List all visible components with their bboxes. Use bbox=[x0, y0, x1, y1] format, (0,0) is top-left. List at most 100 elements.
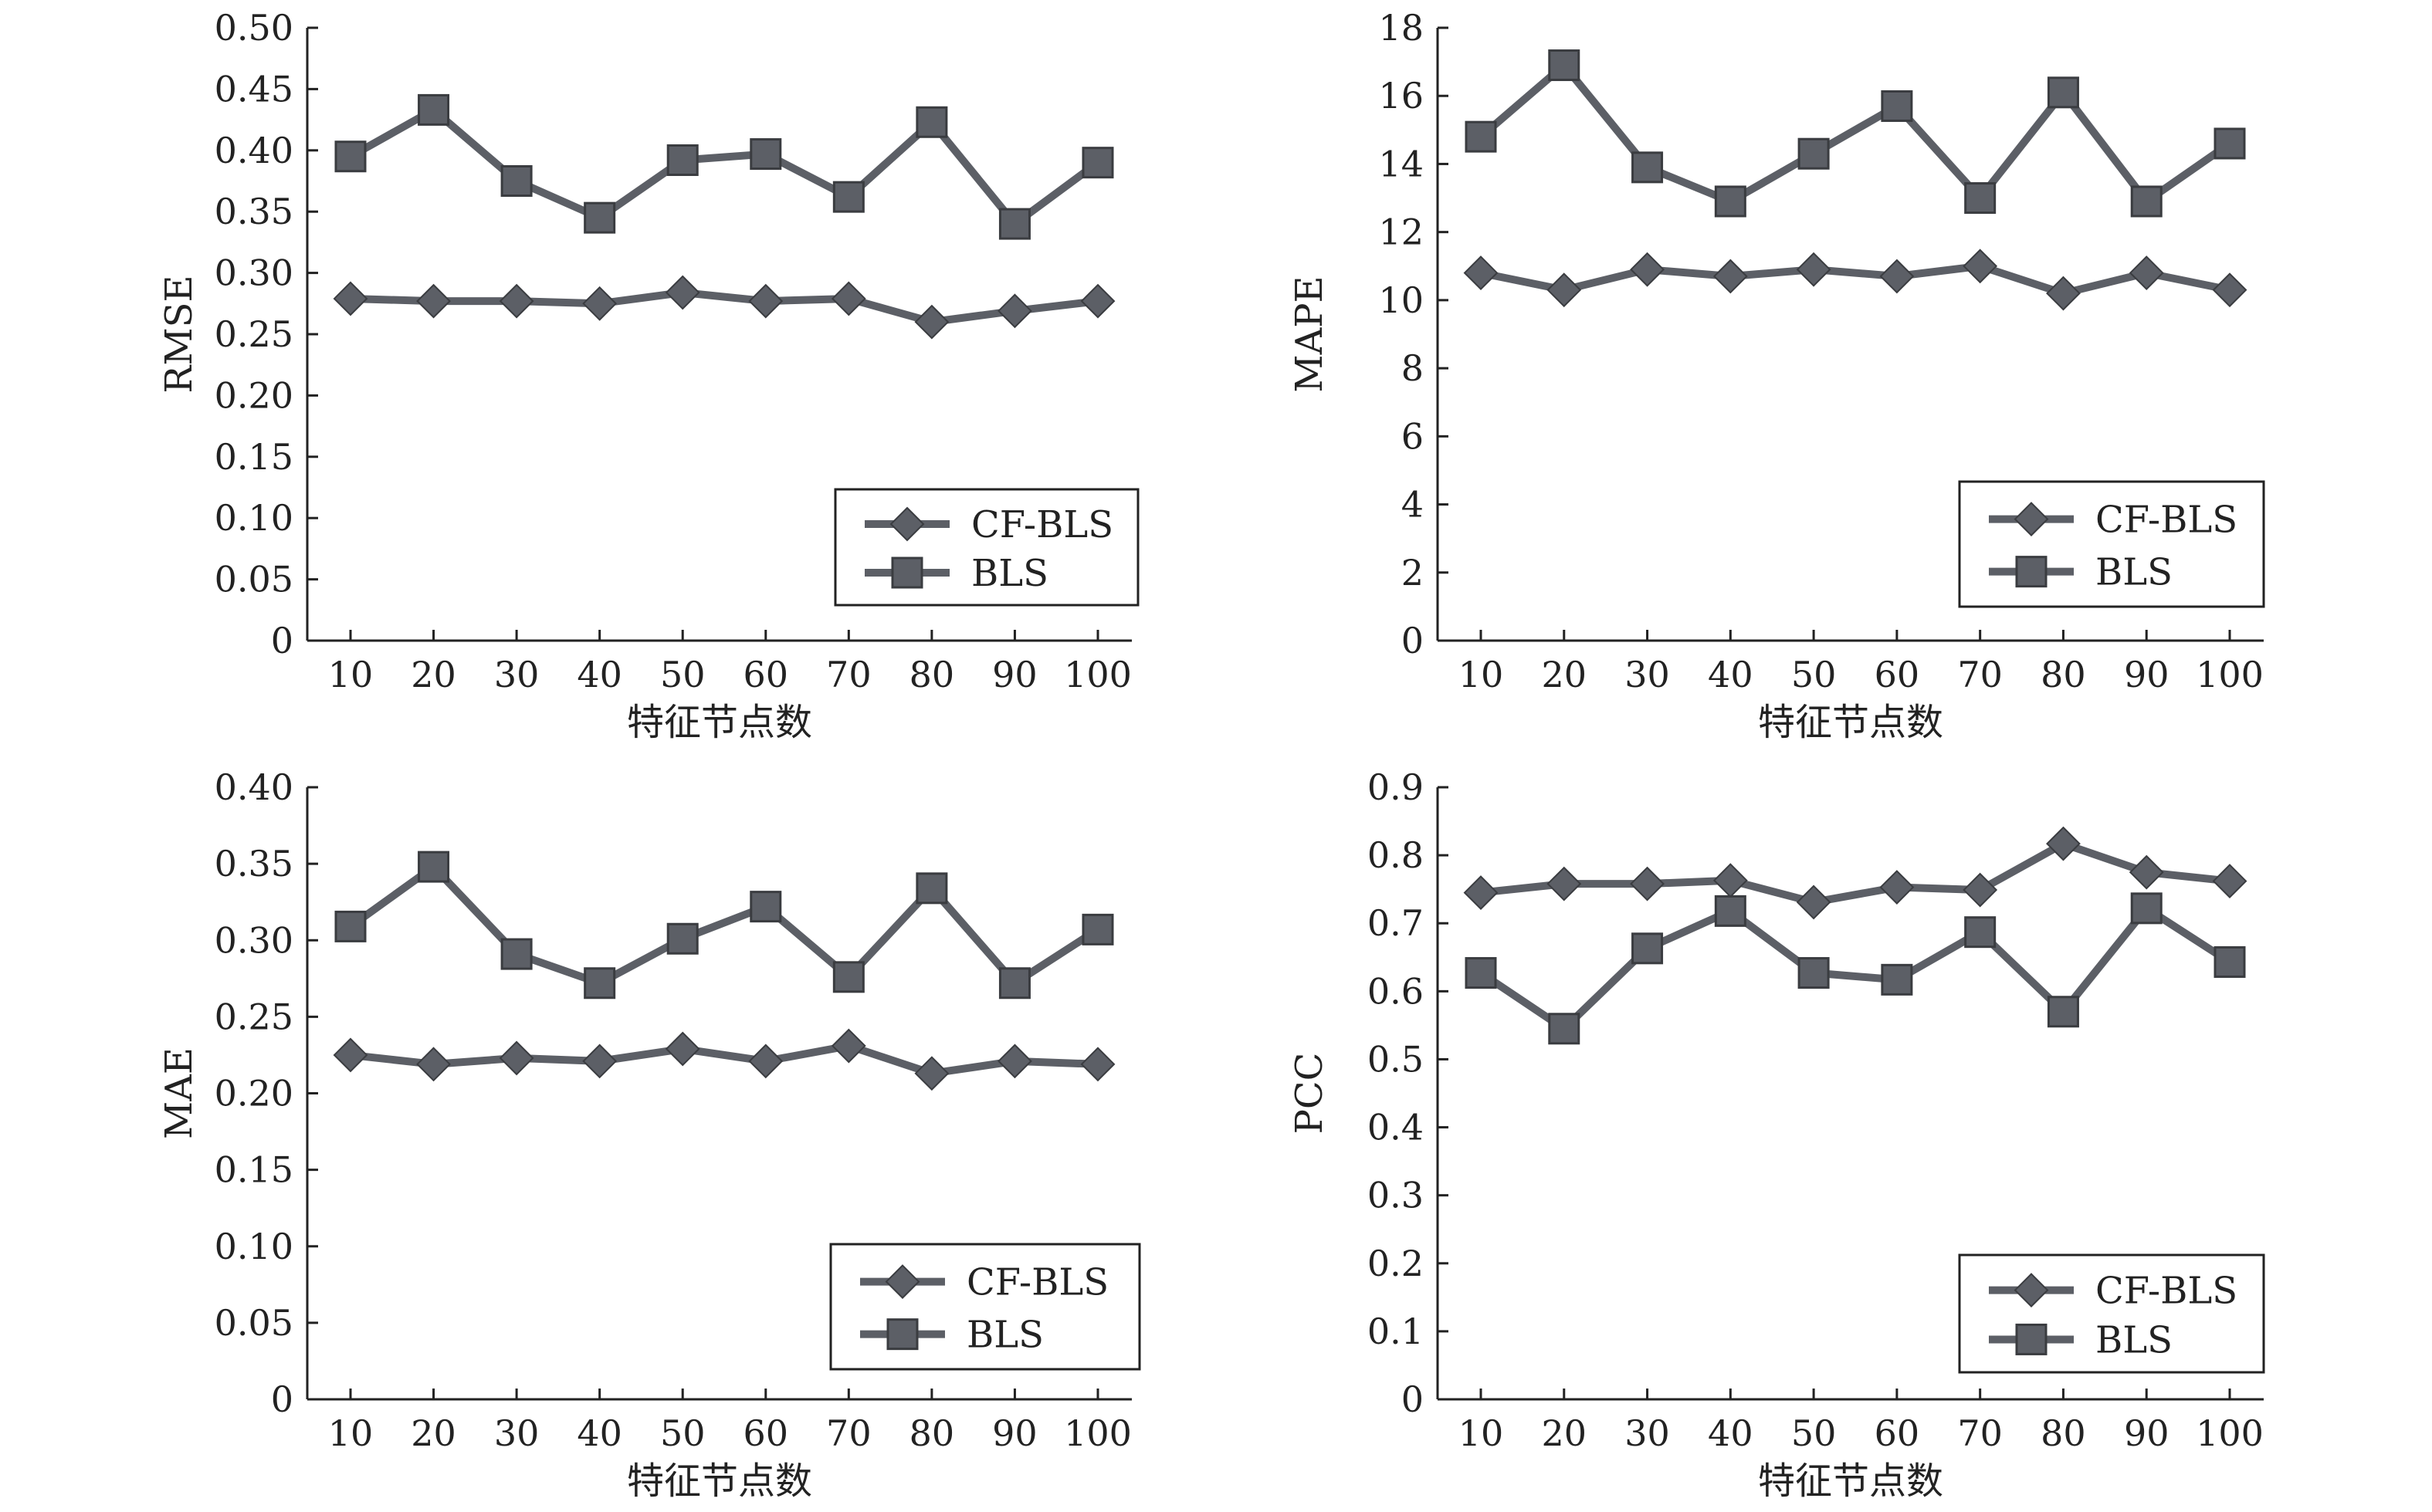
data-point-cf-bls bbox=[2129, 854, 2164, 890]
data-point-cf-bls bbox=[1963, 872, 1998, 908]
y-axis-label: MAPE bbox=[1288, 276, 1331, 392]
legend: CF-BLS BLS bbox=[829, 1243, 1141, 1371]
x-tick-label: 60 bbox=[1875, 654, 1920, 695]
legend-box bbox=[829, 1243, 1141, 1371]
chart-panel-rmse: 0 0.05 0.10 0.15 0.20 0.25 0.30 0.35 0.40 0.45 0.5… bbox=[158, 7, 1140, 744]
x-tick-label: 50 bbox=[1791, 654, 1837, 695]
x-tick-label: 80 bbox=[909, 1412, 955, 1454]
x-tick-label: 40 bbox=[1708, 1412, 1753, 1454]
data-point-bls bbox=[2130, 185, 2163, 218]
data-point-bls bbox=[666, 922, 699, 955]
x-tick-label: 80 bbox=[2041, 654, 2086, 695]
x-tick-label: 80 bbox=[2041, 1412, 2086, 1454]
data-point-bls bbox=[1881, 90, 1913, 122]
y-tick-label: 0.20 bbox=[215, 1073, 293, 1115]
x-tick-label: 20 bbox=[1542, 654, 1587, 695]
chart-panel-mae: 0 0.05 0.10 0.15 0.20 0.25 0.30 0.35 0.40 10 20 30 4… bbox=[158, 766, 1141, 1503]
data-point-bls bbox=[2214, 945, 2246, 978]
data-point-cf-bls bbox=[748, 283, 784, 319]
legend-label-bls: BLS bbox=[967, 1314, 1044, 1357]
data-point-cf-bls bbox=[1463, 875, 1499, 910]
data-point-cf-bls bbox=[1546, 272, 1582, 308]
y-tick-label: 0.7 bbox=[1367, 902, 1424, 944]
legend-label-cf-bls: CF-BLS bbox=[971, 503, 1113, 546]
y-tick-label: 0.8 bbox=[1367, 834, 1424, 876]
x-tick-label: 20 bbox=[1542, 1412, 1587, 1454]
data-point-cf-bls bbox=[416, 283, 451, 319]
data-point-cf-bls bbox=[333, 281, 368, 316]
x-tick-label: 100 bbox=[2196, 1412, 2264, 1454]
y-tick-label: 0 bbox=[1401, 1378, 1424, 1420]
data-point-bls bbox=[666, 144, 699, 177]
x-axis-label: 特征节点数 bbox=[1758, 701, 1943, 744]
y-tick-label: 0.1 bbox=[1367, 1311, 1424, 1352]
legend-box bbox=[834, 488, 1140, 607]
y-tick-label: 16 bbox=[1378, 75, 1424, 117]
y-tick-label: 8 bbox=[1401, 347, 1424, 389]
data-point-bls bbox=[334, 140, 367, 173]
x-tick-label: 90 bbox=[2124, 1412, 2169, 1454]
y-tick-label: 0.15 bbox=[215, 436, 293, 478]
y-tick-label: 10 bbox=[1378, 279, 1424, 321]
data-point-bls bbox=[2214, 127, 2246, 160]
series-line-bls bbox=[1478, 61, 2232, 205]
x-tick-label: 80 bbox=[909, 654, 955, 695]
data-point-cf-bls bbox=[831, 1028, 866, 1064]
data-point-bls bbox=[1548, 1013, 1580, 1045]
x-tick-label: 20 bbox=[411, 654, 456, 695]
data-point-cf-bls bbox=[665, 275, 700, 310]
data-point-bls bbox=[750, 891, 782, 923]
legend-label-bls: BLS bbox=[2095, 551, 2173, 594]
chart-panel-pcc: 0 0.1 0.2 0.3 0.4 0.5 0.6 0.7 0.8 0.9 10 20 30 40 50 60… bbox=[1288, 766, 2265, 1503]
y-tick-label: 0.10 bbox=[215, 497, 293, 539]
y-tick-label: 0.30 bbox=[215, 919, 293, 961]
x-tick-label: 100 bbox=[1064, 1412, 1132, 1454]
data-point-bls bbox=[2047, 76, 2079, 109]
y-tick-label: 0.20 bbox=[215, 374, 293, 416]
y-tick-label: 0.6 bbox=[1367, 970, 1424, 1012]
data-point-bls bbox=[916, 872, 948, 905]
x-tick-label: 20 bbox=[411, 1412, 456, 1454]
y-tick-label: 0.40 bbox=[215, 130, 293, 171]
x-tick-label: 100 bbox=[2196, 654, 2264, 695]
data-point-bls bbox=[2047, 996, 2079, 1028]
y-tick-label: 0.15 bbox=[215, 1149, 293, 1191]
data-point-cf-bls bbox=[582, 1044, 618, 1079]
data-point-bls bbox=[1797, 137, 1830, 170]
y-tick-label: 0.3 bbox=[1367, 1175, 1424, 1216]
data-point-bls bbox=[1082, 913, 1114, 945]
legend-marker-cf-bls bbox=[2014, 502, 2049, 537]
x-tick-label: 10 bbox=[328, 654, 374, 695]
x-tick-label: 70 bbox=[1957, 1412, 2003, 1454]
y-tick-label: 4 bbox=[1401, 484, 1424, 526]
data-point-bls bbox=[1881, 963, 1913, 996]
y-axis-label: PCC bbox=[1288, 1053, 1331, 1135]
data-point-cf-bls bbox=[1630, 252, 1665, 287]
data-point-cf-bls bbox=[2046, 826, 2081, 861]
x-tick-label: 30 bbox=[1624, 654, 1670, 695]
legend-label-bls: BLS bbox=[2095, 1318, 2173, 1361]
data-point-cf-bls bbox=[1080, 283, 1116, 319]
data-point-bls bbox=[500, 165, 533, 197]
x-tick-label: 50 bbox=[660, 654, 706, 695]
data-point-cf-bls bbox=[1963, 249, 1998, 284]
data-point-cf-bls bbox=[1796, 885, 1831, 920]
data-point-cf-bls bbox=[499, 283, 534, 319]
y-tick-label: 0.5 bbox=[1367, 1038, 1424, 1080]
data-point-cf-bls bbox=[1546, 866, 1582, 901]
legend-marker-cf-bls bbox=[885, 1264, 920, 1300]
legend-marker-cf-bls bbox=[889, 506, 925, 542]
x-tick-label: 10 bbox=[328, 1412, 374, 1454]
data-point-cf-bls bbox=[1630, 866, 1665, 901]
y-tick-label: 12 bbox=[1378, 211, 1424, 253]
data-point-bls bbox=[1964, 182, 1997, 215]
y-tick-label: 18 bbox=[1378, 7, 1424, 49]
data-point-bls bbox=[418, 851, 450, 883]
data-point-cf-bls bbox=[1463, 255, 1499, 291]
series-line-cf-bls bbox=[1479, 262, 2231, 298]
data-point-cf-bls bbox=[1879, 259, 1915, 294]
y-tick-label: 0.35 bbox=[215, 191, 293, 232]
legend-label-bls: BLS bbox=[971, 552, 1048, 595]
y-tick-label: 6 bbox=[1401, 415, 1424, 457]
y-tick-label: 2 bbox=[1401, 552, 1424, 594]
